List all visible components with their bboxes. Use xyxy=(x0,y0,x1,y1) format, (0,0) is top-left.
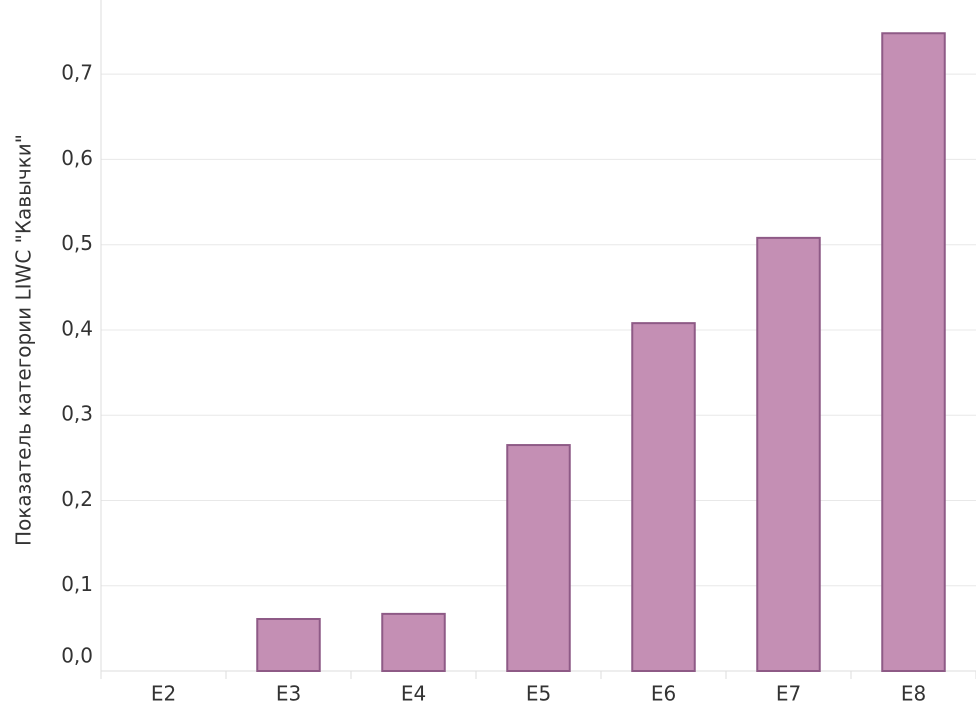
y-axis-label: Показатель категории LIWC "Кавычки" xyxy=(12,134,36,546)
y-tick-label: 0,7 xyxy=(61,61,93,85)
x-tick-label: E3 xyxy=(276,682,301,706)
bar xyxy=(381,612,446,673)
y-tick-label: 0,3 xyxy=(61,402,93,426)
bar xyxy=(881,32,946,672)
y-tick-label: 0,5 xyxy=(61,231,93,255)
y-tick-label: 0,6 xyxy=(61,146,93,170)
y-tick-label: 0,4 xyxy=(61,316,93,340)
x-tick-label: E5 xyxy=(526,682,551,706)
x-tick-label: E2 xyxy=(151,682,176,706)
bar xyxy=(256,617,321,672)
y-tick-label: 0,1 xyxy=(61,572,93,596)
bar xyxy=(756,236,821,672)
bar xyxy=(631,322,696,672)
y-tick-label: 0,0 xyxy=(61,644,93,668)
bar xyxy=(506,444,571,672)
x-tick-label: E4 xyxy=(401,682,426,706)
x-tick-label: E7 xyxy=(776,682,801,706)
x-tick-label: E8 xyxy=(901,682,926,706)
y-tick-label: 0,2 xyxy=(61,487,93,511)
x-tick-label: E6 xyxy=(651,682,676,706)
